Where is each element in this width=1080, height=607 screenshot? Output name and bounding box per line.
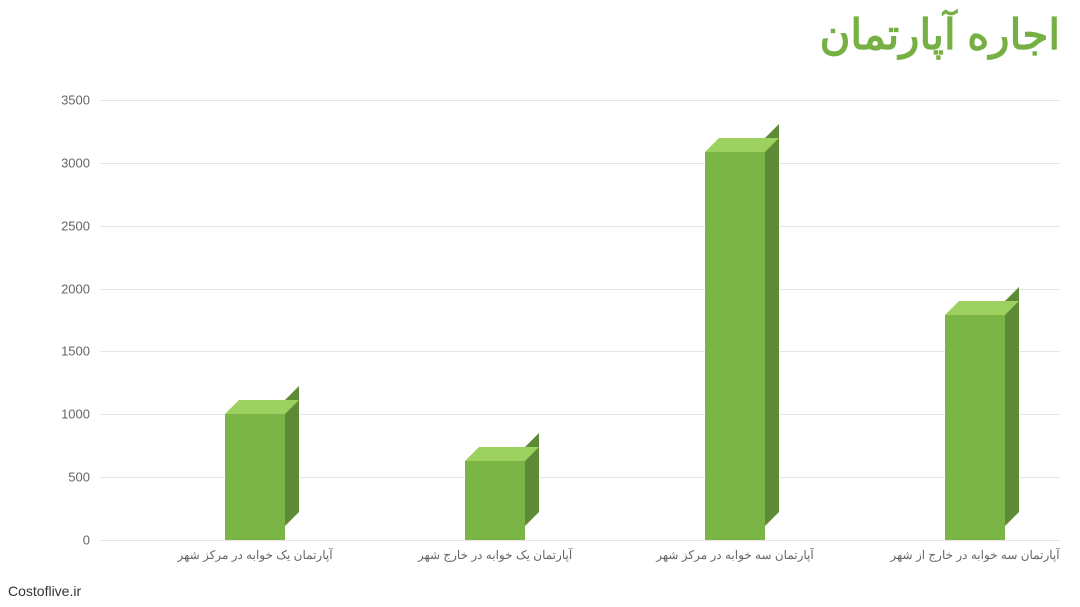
gridline [100, 226, 1060, 227]
x-tick-label: آپارتمان سه خوابه در خارج از شهر [875, 548, 1075, 562]
source-label: Costoflive.ir [8, 583, 81, 599]
y-tick-label: 0 [30, 533, 90, 548]
y-tick-label: 1000 [30, 407, 90, 422]
gridline [100, 351, 1060, 352]
bar [945, 315, 1005, 540]
bar [705, 152, 765, 540]
gridline [100, 289, 1060, 290]
bar [465, 461, 525, 540]
y-tick-label: 1500 [30, 344, 90, 359]
gridline [100, 540, 1060, 541]
x-tick-label: آپارتمان یک خوابه در مرکز شهر [155, 548, 355, 562]
chart-title: اجاره آپارتمان [820, 10, 1060, 59]
bar-front [945, 315, 1005, 540]
bar-side [1005, 287, 1019, 526]
chart-plot-area [100, 100, 1060, 540]
bar-front [705, 152, 765, 540]
y-tick-label: 3000 [30, 155, 90, 170]
bar-front [225, 414, 285, 540]
x-tick-label: آپارتمان یک خوابه در خارج شهر [395, 548, 595, 562]
x-tick-label: آپارتمان سه خوابه در مرکز شهر [635, 548, 835, 562]
bar-front [465, 461, 525, 540]
y-tick-label: 2000 [30, 281, 90, 296]
y-tick-label: 2500 [30, 218, 90, 233]
bar-side [765, 124, 779, 526]
bar [225, 414, 285, 540]
y-tick-label: 500 [30, 470, 90, 485]
gridline [100, 100, 1060, 101]
y-tick-label: 3500 [30, 93, 90, 108]
gridline [100, 163, 1060, 164]
